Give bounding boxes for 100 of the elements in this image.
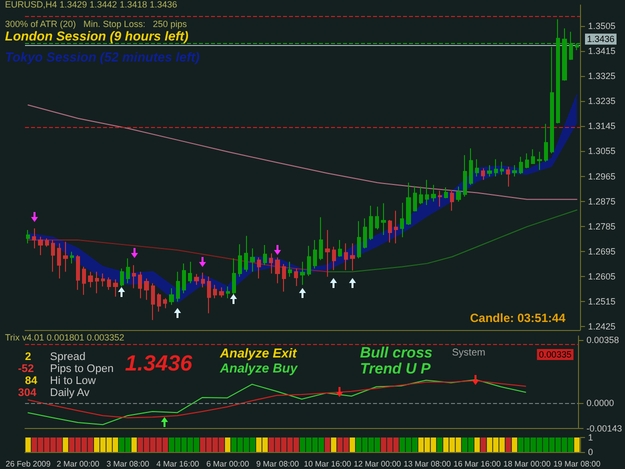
- y-tick-label: 1.2695: [588, 246, 616, 256]
- candlestick: [107, 276, 111, 290]
- annotation: Daily Av: [50, 387, 90, 399]
- candlestick: [163, 298, 167, 309]
- annotation: 1.3436: [125, 350, 194, 376]
- y-tick-label: 0.00358: [586, 334, 620, 345]
- candlestick: [307, 245, 311, 276]
- x-tick-label: 13 Mar 08:00: [404, 460, 452, 468]
- chart-title: Trix v4.01 0.001801 0.003352: [5, 332, 124, 342]
- candlestick: [88, 271, 93, 288]
- candlestick: [438, 190, 442, 208]
- candlestick: [544, 123, 548, 162]
- candlestick: [525, 152, 529, 169]
- candlestick: [101, 272, 105, 288]
- candlestick: [113, 278, 118, 298]
- candlestick: [519, 156, 523, 175]
- y-tick-label: 1.3235: [588, 96, 616, 106]
- candlestick: [363, 218, 367, 249]
- candlestick: [176, 271, 180, 302]
- candlestick: [244, 235, 248, 272]
- candlestick: [32, 228, 36, 249]
- candlestick: [288, 261, 292, 278]
- candlestick: [406, 182, 411, 226]
- candlestick: [95, 271, 99, 294]
- y-tick-label: 0: [588, 447, 594, 457]
- y-tick-label: 1.3505: [588, 20, 616, 31]
- annotation: London Session (9 hours left): [5, 28, 188, 44]
- candlestick: [294, 268, 298, 286]
- y-tick-label: 1.3325: [588, 71, 616, 82]
- candlestick: [57, 242, 61, 279]
- y-tick-label: 1.2875: [588, 196, 616, 206]
- candlestick: [138, 271, 142, 299]
- candlestick: [487, 164, 492, 178]
- candlestick: [450, 189, 454, 212]
- candlestick: [151, 282, 155, 320]
- candlestick: [144, 278, 149, 300]
- annotation: Hi to Low: [50, 375, 96, 387]
- x-tick-label: 18 Mar 00:00: [503, 460, 552, 468]
- chart-title: EURUSD,H4 1.3429 1.3442 1.3418 1.3436: [5, 0, 178, 10]
- candlestick: [419, 186, 423, 205]
- candlestick: [357, 220, 361, 259]
- candlestick: [469, 148, 473, 186]
- candlestick: [325, 230, 330, 278]
- candlestick: [413, 186, 417, 212]
- candlestick: [381, 202, 386, 236]
- annotation: Analyze Buy: [219, 360, 298, 376]
- candlestick: [76, 254, 80, 290]
- candlestick: [219, 286, 224, 298]
- annotation: Pips to Open: [50, 363, 114, 375]
- candlestick: [157, 292, 161, 312]
- candlestick: [444, 186, 448, 199]
- annotation: Bull cross: [360, 344, 433, 362]
- annotation: 304: [18, 387, 38, 399]
- y-tick-label: 1.2425: [588, 322, 616, 332]
- candlestick: [132, 264, 136, 289]
- x-tick-label: 4 Mar 16:00: [156, 460, 200, 468]
- x-tick-label: 10 Mar 16:00: [304, 460, 352, 468]
- candlestick: [269, 252, 273, 274]
- y-tick-label: 1.2605: [588, 272, 616, 282]
- annotation: Spread: [50, 351, 86, 363]
- candlestick: [319, 216, 323, 261]
- annotation: 84: [25, 375, 38, 387]
- candlestick: [182, 262, 186, 294]
- y-tick-label: 0.0000: [586, 398, 614, 408]
- candlestick: [475, 158, 479, 178]
- candlestick: [82, 266, 86, 296]
- candlestick: [194, 274, 199, 286]
- annotation: -52: [18, 363, 34, 375]
- candlestick: [63, 241, 68, 272]
- candlestick: [531, 148, 535, 165]
- candlestick: [263, 244, 267, 266]
- candlestick: [500, 161, 504, 176]
- y-tick-label: 1.3415: [588, 46, 616, 56]
- candlestick: [332, 246, 336, 271]
- candlestick: [188, 261, 192, 284]
- candlestick: [569, 31, 573, 60]
- candlestick: [338, 240, 342, 258]
- annotation: 2: [25, 351, 32, 363]
- y-tick-label: -0.00143: [586, 424, 622, 434]
- candlestick: [575, 42, 579, 51]
- annotation: System: [452, 348, 486, 358]
- y-tick-label: 1.2785: [588, 221, 616, 232]
- candlestick: [51, 240, 55, 272]
- candlestick: [400, 202, 404, 238]
- candlestick: [562, 28, 567, 82]
- y-tick-label: 1.3145: [588, 121, 616, 132]
- candlestick: [425, 179, 429, 206]
- annotation: Tokyo Session (52 minutes left): [5, 50, 200, 64]
- candlestick: [506, 166, 510, 188]
- annotation: 300% of ATR (20) Min. Stop Loss: 250 pips: [5, 19, 188, 29]
- y-tick-label: 1: [588, 432, 594, 442]
- candlestick: [556, 18, 560, 124]
- candlestick: [369, 205, 373, 241]
- candlestick: [300, 261, 305, 286]
- candlestick: [45, 238, 49, 248]
- candlestick: [494, 158, 498, 178]
- candlestick: [238, 244, 242, 278]
- line-series: [28, 240, 328, 272]
- candlestick: [350, 242, 355, 272]
- candlestick: [226, 286, 230, 299]
